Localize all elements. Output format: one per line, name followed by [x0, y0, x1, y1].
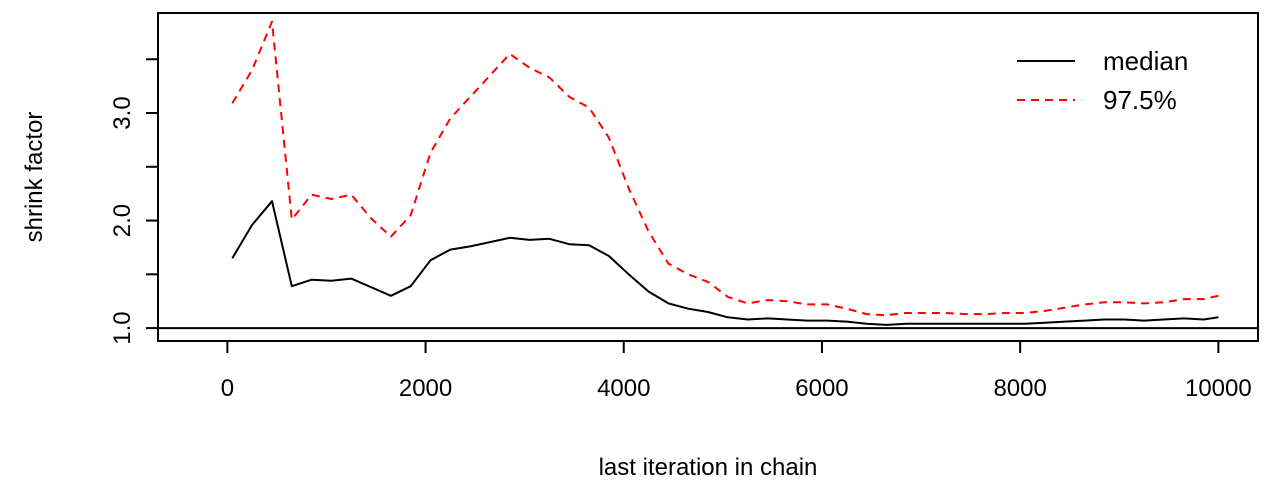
y-tick-label: 3.0 [109, 96, 136, 129]
legend-label-97-5: 97.5% [1103, 85, 1177, 115]
y-tick-label: 2.0 [109, 204, 136, 237]
x-tick-label: 2000 [399, 375, 452, 402]
series-layer [231, 20, 1219, 326]
y-axis: 1.0 2.0 3.0 [109, 58, 158, 345]
plot-frame [157, 12, 1259, 342]
x-tick-label: 8000 [993, 375, 1046, 402]
x-tick-label: 4000 [597, 375, 650, 402]
x-axis-title: last iteration in chain [599, 454, 818, 480]
x-tick-label: 0 [221, 375, 234, 402]
y-tick-label: 1.0 [109, 311, 136, 344]
series-line-97-5 [231, 20, 1219, 317]
series-line-median [231, 200, 1219, 326]
x-axis: 0 2000 4000 6000 8000 10000 [221, 341, 1252, 402]
x-tick-label: 10000 [1185, 375, 1252, 402]
y-axis-title: shrink factor [21, 112, 48, 243]
legend-label-median: median [1103, 46, 1188, 76]
x-tick-label: 6000 [795, 375, 848, 402]
legend: median 97.5% [1017, 46, 1188, 115]
